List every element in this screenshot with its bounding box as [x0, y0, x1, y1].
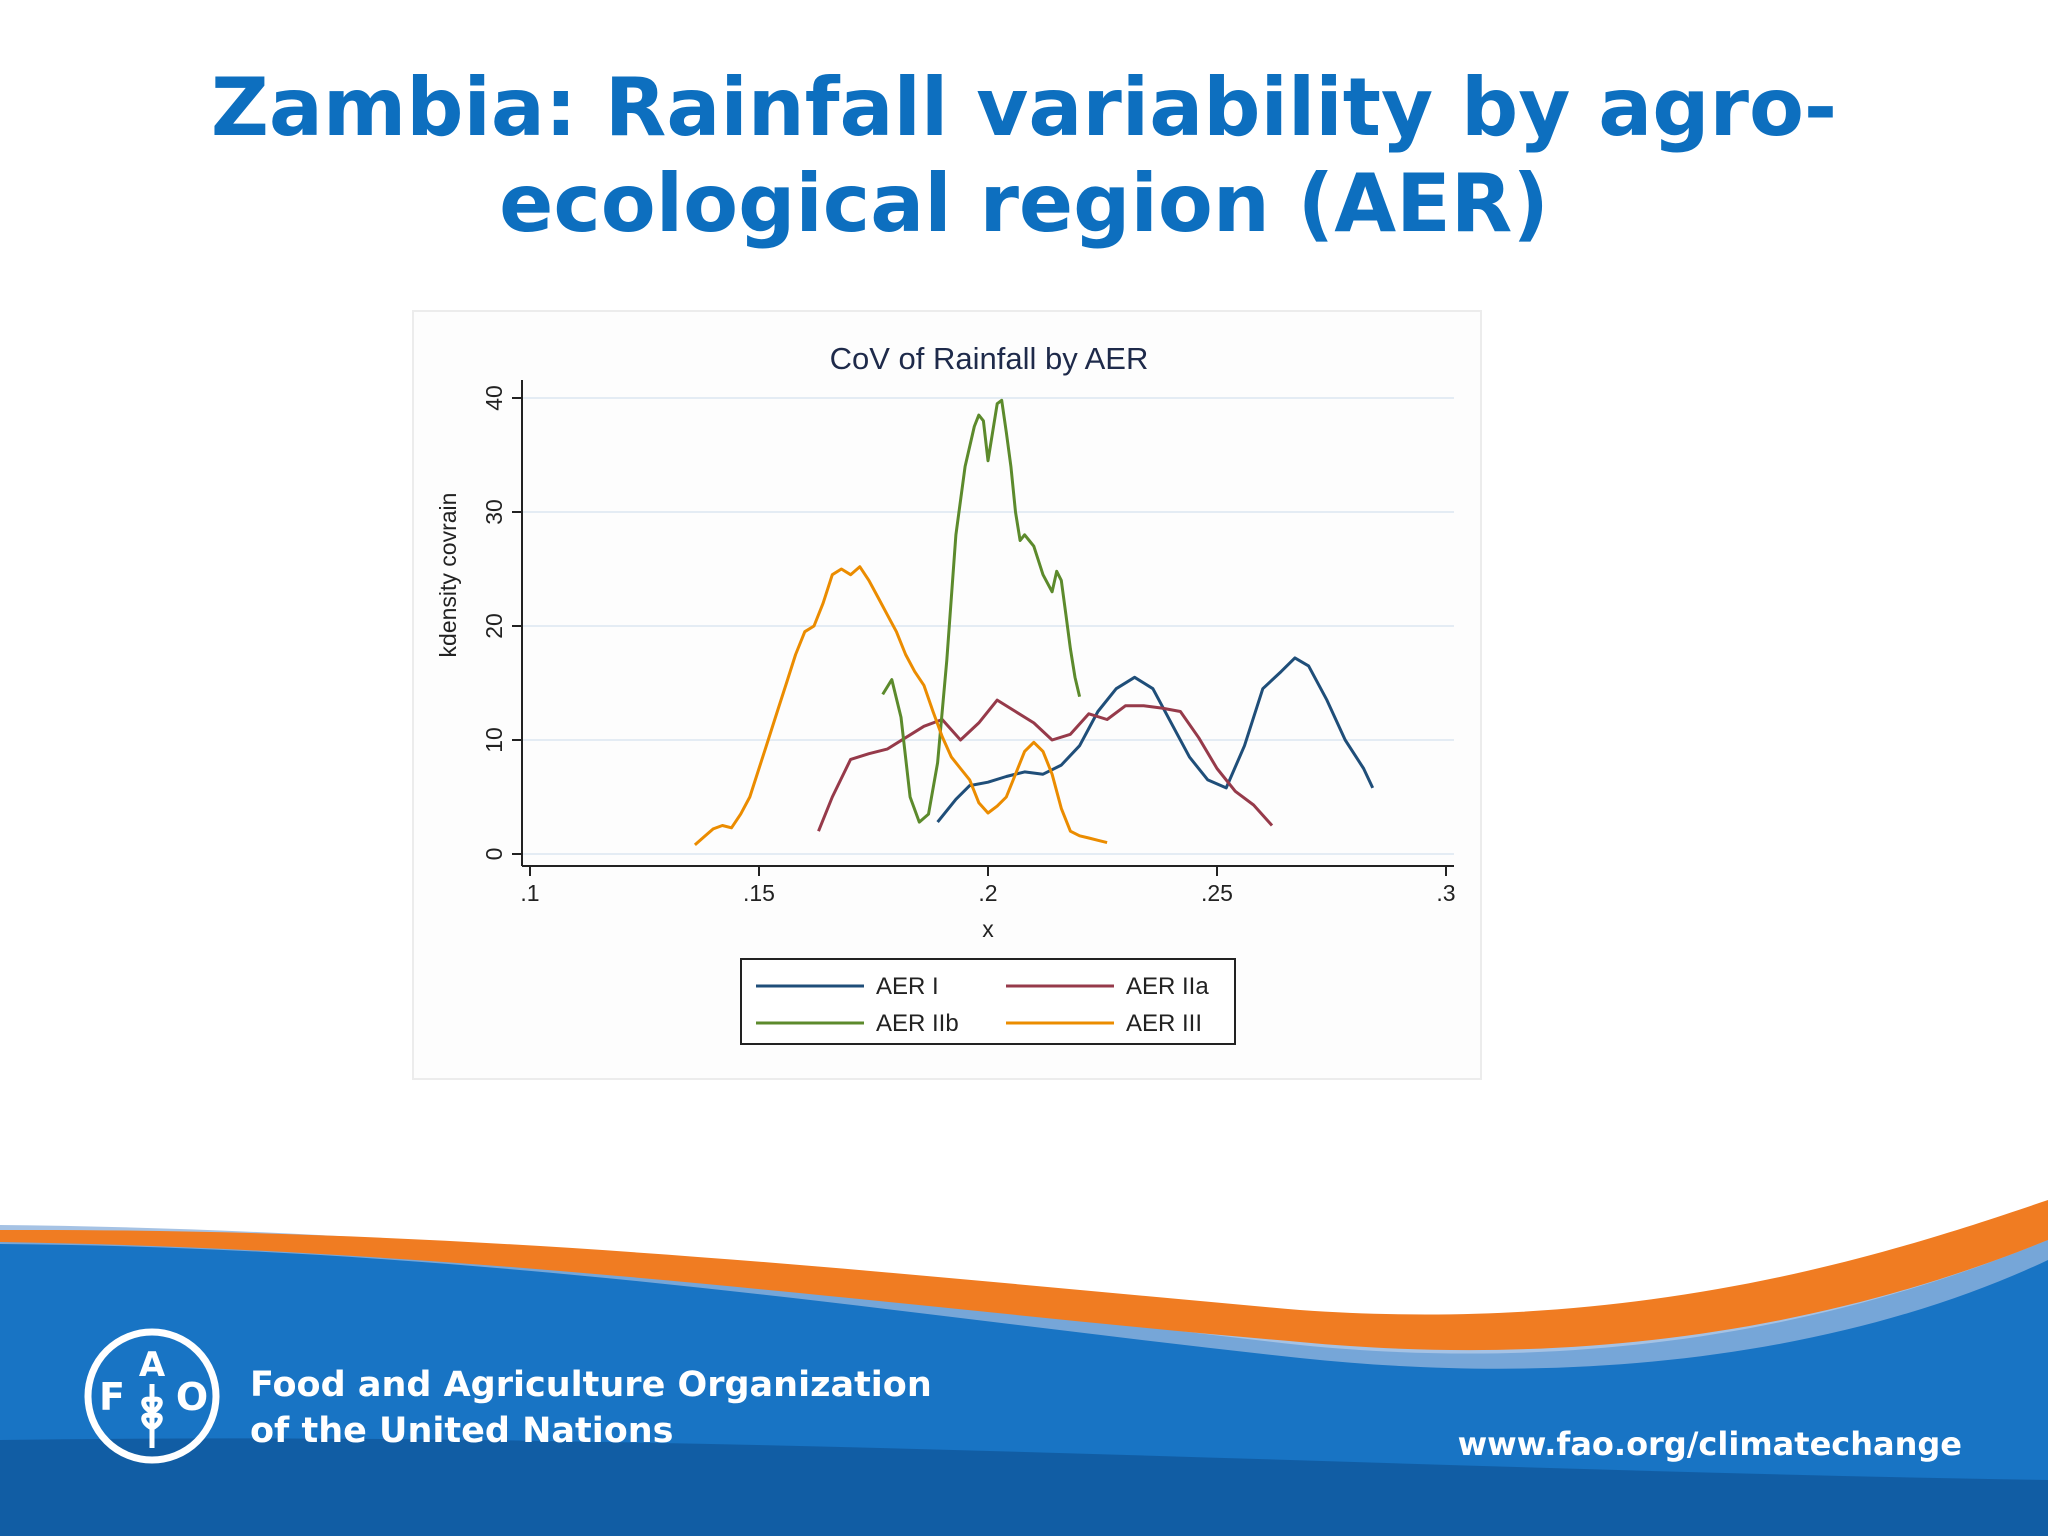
- organization-name-line-2: of the United Nations: [250, 1411, 674, 1451]
- footer-orange-wave: [0, 1200, 2048, 1351]
- legend-label: AER III: [1126, 1010, 1202, 1037]
- axes: 0 10 20 30 40 .1 .15 .2 .25 .3: [481, 380, 1456, 906]
- grid-lines: [522, 397, 1454, 855]
- legend-label: AER IIb: [876, 1010, 959, 1037]
- x-tick-label: .2: [978, 880, 997, 906]
- x-tick-label: .15: [743, 880, 775, 906]
- series-line-aer-iia: [817, 698, 1274, 832]
- x-tick-label: .25: [1201, 880, 1233, 906]
- slide-title-line-1: Zambia: Rainfall variability by agro-: [210, 61, 1838, 154]
- x-tick-label: .1: [520, 880, 539, 906]
- footer-banner: [0, 1200, 2048, 1536]
- chart-title: CoV of Rainfall by AER: [830, 341, 1149, 376]
- fao-logo: F A O: [84, 1328, 220, 1464]
- fao-logo-ring: [84, 1328, 220, 1464]
- fao-logo-letter-a: A: [139, 1345, 166, 1385]
- y-tick-label: 0: [481, 848, 507, 861]
- footer-dark-shade: [0, 1438, 2048, 1536]
- series-line-aer-i: [936, 656, 1375, 824]
- legend-label: AER IIa: [1126, 973, 1209, 1000]
- y-tick-label: 10: [481, 727, 507, 753]
- chart-frame: CoV of Rainfall by AER 0 10 20 30 40 .1 .15 .2.…: [412, 310, 1482, 1080]
- fao-url-link[interactable]: www.fao.org/climatechange: [1457, 1425, 1962, 1463]
- fao-logo-letter-o: O: [176, 1375, 208, 1419]
- legend-box: [740, 958, 1236, 1045]
- y-tick-label: 30: [481, 499, 507, 525]
- x-tick-label: .3: [1436, 880, 1455, 906]
- slide-title-line-2: ecological region (AER): [499, 157, 1549, 250]
- kdensity-chart: CoV of Rainfall by AER 0 10 20 30 40 .1 .15 .2.…: [435, 341, 1456, 1045]
- legend: AER I AER IIa AER IIb AER III: [740, 958, 1236, 1045]
- fao-logo-letter-f: F: [99, 1375, 125, 1419]
- series-line-aer-iii: [693, 565, 1108, 847]
- organization-name: Food and Agriculture Organization of the…: [250, 1362, 932, 1454]
- legend-label: AER I: [876, 973, 939, 1000]
- series-line-aer-iib: [881, 398, 1082, 824]
- y-tick-label: 40: [481, 385, 507, 411]
- x-axis-label: x: [982, 916, 994, 942]
- series-lines: [693, 398, 1375, 847]
- organization-name-line-1: Food and Agriculture Organization: [250, 1365, 932, 1405]
- wheat-icon: [141, 1384, 163, 1448]
- y-tick-label: 20: [481, 613, 507, 639]
- slide-title: Zambia: Rainfall variability by agro- ec…: [0, 60, 2048, 252]
- y-axis-label: kdensity covrain: [435, 493, 461, 658]
